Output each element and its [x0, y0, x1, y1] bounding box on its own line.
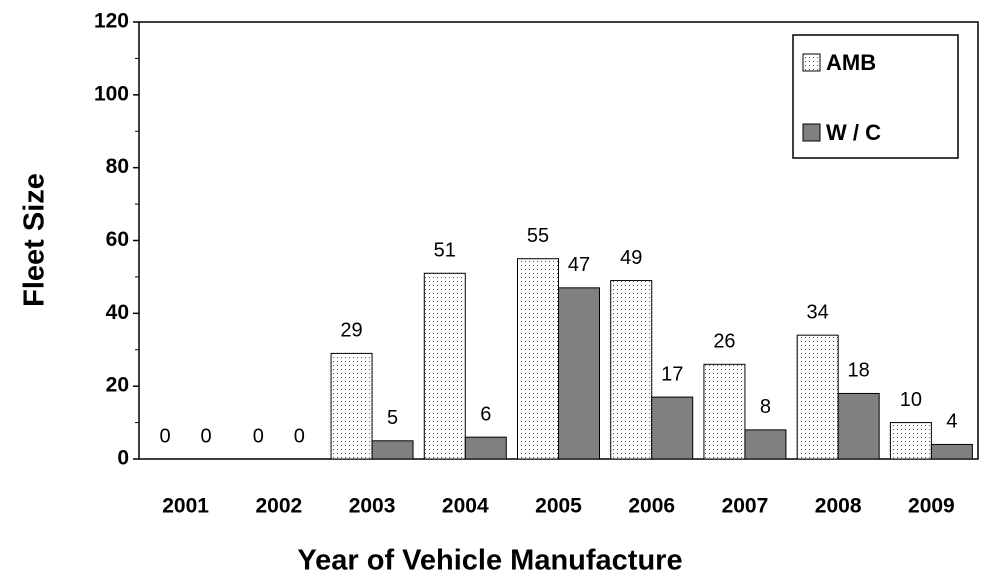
- bar: [330, 352, 373, 460]
- x-tick-label: 2003: [349, 495, 396, 518]
- value-label: 8: [760, 396, 771, 418]
- bar: [744, 429, 787, 460]
- x-tick-label: 2002: [255, 495, 302, 518]
- x-tick-label: 2005: [535, 495, 582, 518]
- y-tick-label: 120: [94, 10, 129, 33]
- value-label: 0: [253, 425, 264, 447]
- value-label: 29: [340, 320, 362, 342]
- bar: [558, 287, 600, 460]
- value-label: 5: [387, 407, 398, 429]
- x-axis-title: Year of Vehicle Manufacture: [297, 545, 682, 577]
- y-tick-label: 60: [106, 228, 129, 251]
- x-tick-label: 2007: [722, 495, 769, 518]
- legend-label: AMB: [826, 50, 876, 75]
- value-label: 0: [160, 425, 171, 447]
- x-tick-label: 2006: [628, 495, 675, 518]
- value-label: 49: [620, 247, 642, 269]
- value-label: 4: [946, 411, 957, 433]
- value-label: 26: [713, 331, 735, 353]
- bar: [703, 363, 746, 460]
- x-tick-label: 2004: [442, 495, 489, 518]
- value-label: 47: [568, 254, 590, 276]
- bar: [796, 334, 839, 460]
- bar: [651, 396, 694, 460]
- x-tick-label: 2008: [815, 495, 862, 518]
- value-label: 17: [661, 363, 683, 385]
- y-axis-title: Fleet Size: [19, 173, 51, 307]
- value-label: 51: [434, 240, 456, 262]
- value-label: 6: [480, 403, 491, 425]
- value-label: 0: [201, 425, 212, 447]
- y-tick-label: 20: [106, 374, 129, 397]
- x-tick-label: 2001: [162, 495, 209, 518]
- y-tick-label: 40: [106, 301, 129, 324]
- legend-swatch: [802, 53, 821, 72]
- y-tick-label: 80: [106, 155, 129, 178]
- legend-label: W / C: [826, 120, 881, 145]
- y-tick-label: 100: [94, 82, 129, 105]
- value-label: 34: [807, 301, 829, 323]
- x-tick-label: 2009: [908, 495, 955, 518]
- bar: [837, 392, 880, 460]
- y-tick-label: 0: [117, 447, 129, 470]
- bar: [464, 436, 507, 460]
- legend-swatch: [802, 123, 821, 142]
- bar: [517, 258, 559, 460]
- bar: [371, 440, 414, 460]
- value-label: 18: [848, 360, 870, 382]
- value-label: 0: [294, 425, 305, 447]
- value-label: 55: [527, 225, 549, 247]
- value-label: 10: [900, 389, 922, 411]
- bar: [889, 422, 932, 460]
- bar: [930, 443, 973, 460]
- bar: [610, 280, 653, 460]
- bar: [423, 272, 466, 460]
